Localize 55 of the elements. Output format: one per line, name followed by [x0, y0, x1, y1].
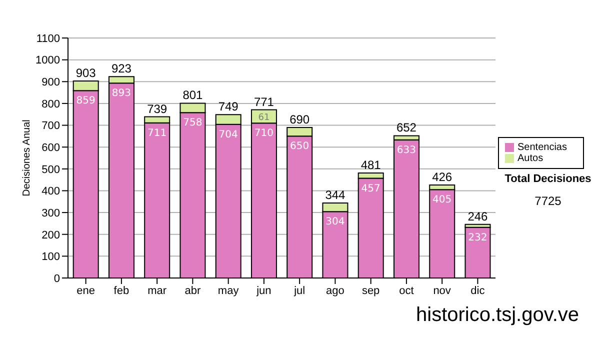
legend-label: Autos — [518, 153, 544, 164]
total-label: 771 — [254, 94, 274, 109]
x-tick-label: dic — [470, 284, 486, 297]
data-label: 61 — [258, 112, 270, 123]
total-label: 426 — [432, 170, 452, 184]
data-label: 457 — [361, 183, 380, 194]
y-tick-label: 800 — [42, 98, 60, 110]
y-tick-label: 0 — [54, 272, 60, 285]
data-label: 304 — [326, 216, 345, 228]
y-axis-title: Decisiones Anual — [22, 120, 33, 196]
x-tick-label: feb — [114, 284, 130, 297]
total-label: 246 — [468, 209, 488, 224]
total-label: 690 — [290, 112, 310, 126]
y-tick-label: 700 — [42, 120, 60, 132]
total-label: 903 — [76, 66, 96, 80]
data-label: 704 — [218, 129, 238, 140]
y-tick-label: 200 — [42, 229, 60, 242]
data-label: 232 — [468, 232, 488, 244]
x-tick-label: may — [218, 284, 240, 297]
x-tick-label: mar — [148, 284, 167, 297]
total-label: 481 — [360, 158, 382, 172]
x-tick-label: jun — [256, 284, 272, 297]
total-label: 739 — [147, 102, 168, 116]
y-tick-label: 500 — [42, 164, 60, 176]
x-tick-label: jul — [293, 284, 306, 297]
x-tick-label: sep — [362, 284, 380, 297]
y-tick-label: 300 — [42, 207, 60, 220]
y-tick-label: 1100 — [36, 32, 60, 45]
y-tick-label: 900 — [42, 76, 60, 89]
total-label: 749 — [218, 100, 239, 114]
total-label: 652 — [396, 120, 417, 135]
text: historico.tsj.gov.ve — [416, 304, 580, 327]
y-tick-label: 100 — [42, 251, 60, 264]
x-tick-label: oct — [399, 284, 414, 297]
data-label: 710 — [254, 128, 274, 140]
y-tick-label: 400 — [42, 186, 60, 198]
data-label: 650 — [290, 141, 310, 152]
text: 7725 — [534, 194, 562, 208]
total-label: 801 — [182, 88, 204, 102]
total-label: 923 — [111, 62, 132, 76]
x-tick-label: abr — [184, 284, 201, 297]
x-tick-label: nov — [433, 284, 452, 297]
data-label: 893 — [112, 88, 132, 100]
data-label: 633 — [396, 144, 416, 156]
y-tick-label: 1000 — [36, 54, 60, 67]
data-label: 711 — [148, 128, 167, 139]
data-label: 405 — [432, 194, 452, 206]
total-label: 344 — [325, 188, 346, 202]
text: Total Decisiones — [504, 173, 592, 185]
x-tick-label: ene — [76, 284, 95, 297]
x-tick-label: ago — [326, 284, 344, 297]
data-label: 859 — [76, 96, 96, 107]
legend-label: Sentencias — [518, 142, 567, 153]
y-tick-label: 600 — [42, 142, 60, 154]
data-label: 758 — [183, 118, 202, 129]
